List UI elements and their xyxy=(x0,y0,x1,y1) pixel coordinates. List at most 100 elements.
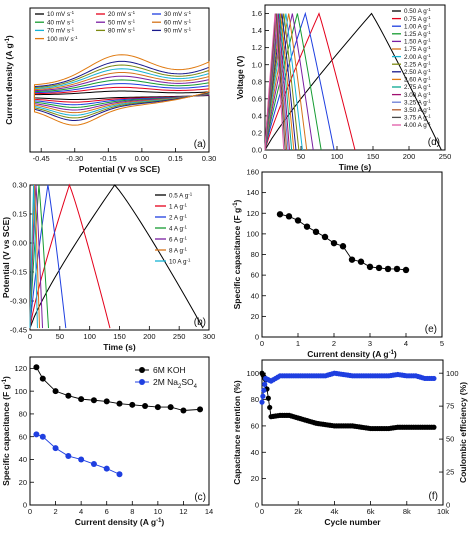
superscript: -1 xyxy=(74,34,78,39)
y-tick-label: 0.30 xyxy=(12,181,27,190)
data-point xyxy=(116,471,123,478)
text-part: Potential (V vs SCE) xyxy=(79,164,160,174)
text-part: 12 xyxy=(179,507,187,516)
superscript: -1 xyxy=(427,90,431,95)
text-part: ) xyxy=(1,376,11,379)
legend-label: 30 mV s-1 xyxy=(164,10,192,19)
data-point xyxy=(375,264,383,272)
superscript: -1 xyxy=(187,26,191,31)
text-part: ) xyxy=(161,517,164,527)
gcd-curve xyxy=(264,13,308,151)
text-part: 200 xyxy=(143,332,156,341)
y-tick-label: -0.30 xyxy=(10,297,27,306)
data-point xyxy=(267,404,273,411)
text-part: 0.6 xyxy=(252,94,262,103)
legend-label: 2 A g-1 xyxy=(169,213,187,222)
x-axis-title: Time (s) xyxy=(339,162,372,172)
text-part: Na xyxy=(167,377,178,387)
legend-label: 20 mV s-1 xyxy=(108,10,136,19)
text-part: 1.0 xyxy=(252,60,262,69)
y-tick-label: 40 xyxy=(251,448,259,457)
text-part: 0.15 xyxy=(168,154,183,163)
text-part: (d) xyxy=(428,137,440,148)
gcd-curve xyxy=(29,184,38,329)
y-tick-label: 60 xyxy=(251,271,259,280)
x-tick-label: 0.15 xyxy=(168,154,183,163)
superscript: -1 xyxy=(70,26,74,31)
y-tick-label: 0.00 xyxy=(12,239,27,248)
x-tick-label: 12 xyxy=(179,507,187,516)
superscript: -1 xyxy=(427,121,431,126)
text-part: 8 xyxy=(130,507,134,516)
x-axis-title: Cycle number xyxy=(324,517,381,527)
x-axis-title: Time (s) xyxy=(103,342,136,352)
x-tick-label: 1 xyxy=(296,339,300,348)
text-part: 50 mV s xyxy=(108,19,131,26)
y-tick-label: 160 xyxy=(246,168,259,177)
text-part: Voltage (V) xyxy=(235,55,245,99)
text-part: (e) xyxy=(425,324,437,335)
x-tick-label: 100 xyxy=(331,152,344,161)
x-tick-label: 2 xyxy=(332,339,336,348)
legend-label: 60 mV s-1 xyxy=(164,18,192,27)
superscript: -1 xyxy=(188,191,192,196)
gcd-curve xyxy=(264,13,300,151)
text-part: Current density (A g xyxy=(4,43,14,124)
text-part: 100 xyxy=(14,387,27,396)
y-tick-label: 0.8 xyxy=(252,77,262,86)
y-axis-title: Potential (V vs SCE) xyxy=(1,217,11,298)
x-tick-label: 200 xyxy=(403,152,416,161)
data-point xyxy=(142,402,149,409)
text-part: 4.00 A g xyxy=(404,122,427,129)
series-line xyxy=(261,372,434,429)
text-part: 2 A g xyxy=(169,214,184,221)
text-part: 2 xyxy=(332,339,336,348)
superscript: -1 xyxy=(427,45,431,50)
text-part: 0 xyxy=(260,339,264,348)
x-axis-title: Current density (A g-1) xyxy=(307,349,397,359)
x-tick-label: 0 xyxy=(28,507,32,516)
superscript: -1 xyxy=(427,30,431,35)
legend-label: 70 mV s-1 xyxy=(47,26,75,35)
text-part: 2.25 A g xyxy=(404,61,427,68)
superscript: -1 xyxy=(5,37,11,43)
text-part: 10 xyxy=(154,507,162,516)
y-tick-label: 75 xyxy=(446,402,454,411)
x-tick-label: 250 xyxy=(439,152,452,161)
data-point xyxy=(52,388,59,395)
y-tick-label: 0 xyxy=(255,501,259,510)
legend-label: 1.50 A g-1 xyxy=(404,37,431,46)
cv-curve xyxy=(33,54,210,126)
data-point xyxy=(303,223,311,230)
panel-b: 0 50 100 150 200 250 300 -0.45 -0.30 -0.15 0.00 0.1… xyxy=(1,181,215,352)
data-point xyxy=(276,211,284,218)
data-point xyxy=(33,364,40,371)
text-part: 0.2 xyxy=(252,129,262,138)
text-part: 1.6 xyxy=(252,9,262,18)
y-tick-label: 0.4 xyxy=(252,111,262,120)
legend-label: 0.75 A g-1 xyxy=(404,14,431,23)
text-part: SO xyxy=(181,377,194,387)
superscript: -1 xyxy=(427,75,431,80)
x-tick-label: 8 xyxy=(130,507,134,516)
y-tick-label: 0 xyxy=(23,501,27,510)
data-point xyxy=(402,266,410,274)
text-part: Specific capacitance (F g xyxy=(1,384,11,486)
superscript: -1 xyxy=(183,224,187,229)
x-tick-label: 300 xyxy=(203,332,216,341)
data-point xyxy=(103,398,110,405)
y-tick-label: 20 xyxy=(251,474,259,483)
text-part: 160 xyxy=(246,168,259,177)
x-tick-label: 10k xyxy=(437,507,449,516)
text-part: 250 xyxy=(439,152,452,161)
y-tick-label: 60 xyxy=(251,422,259,431)
superscript: -1 xyxy=(187,10,191,15)
text-part: 300 xyxy=(203,332,216,341)
data-point xyxy=(154,404,161,411)
y-axis-title: Voltage (V) xyxy=(235,55,245,99)
y-tick-label: 120 xyxy=(246,209,259,218)
superscript: -1 xyxy=(427,52,431,57)
data-point xyxy=(357,258,365,265)
x-tick-label: 0 xyxy=(260,507,264,516)
panel-c: 0 2 4 6 8 10 12 14 0 20 40 60 80 100 120 Current densit… xyxy=(1,356,213,527)
